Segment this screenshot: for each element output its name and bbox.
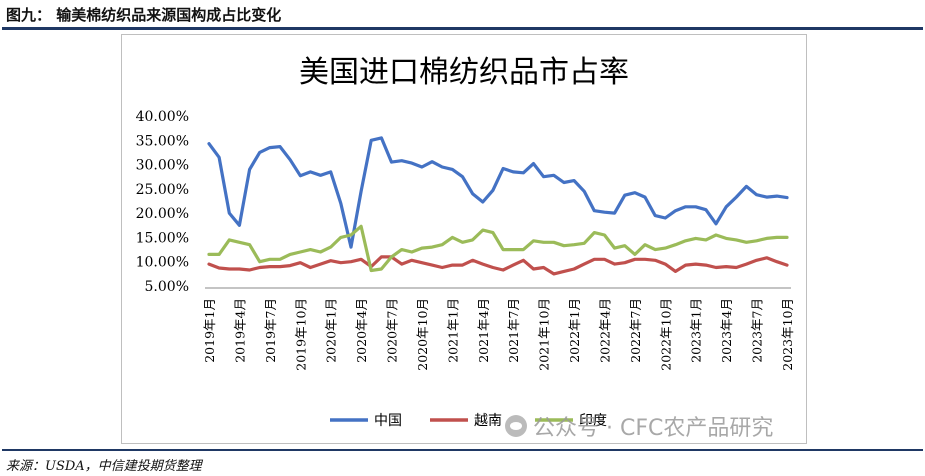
x-tick-label: 2021年4月: [476, 298, 491, 363]
x-tick-label: 2022年4月: [597, 298, 612, 363]
watermark-text: 公众号 · CFC农产品研究: [533, 416, 774, 441]
series-line-china: [207, 136, 789, 249]
x-tick-label: 2022年10月: [658, 298, 673, 371]
series-line-india: [207, 224, 789, 273]
x-tick-label: 2019年1月: [202, 298, 217, 363]
x-tick-label: 2020年4月: [354, 298, 369, 363]
y-tick-label: 35.00%: [136, 133, 189, 149]
y-tick-label: 20.00%: [136, 206, 189, 222]
x-tick-label: 2023年4月: [719, 298, 734, 363]
x-tick-label: 2019年7月: [263, 298, 278, 363]
series-line-vietnam: [207, 255, 789, 276]
wechat-icon: [505, 415, 527, 437]
top-rule: [2, 27, 923, 30]
x-tick-label: 2021年7月: [506, 298, 521, 363]
x-tick-label: 2021年10月: [537, 298, 552, 371]
legend-label: 印度: [579, 413, 607, 429]
x-tick-label: 2020年1月: [324, 298, 339, 363]
legend-label: 越南: [474, 413, 502, 429]
x-tick-label: 2022年1月: [567, 298, 582, 363]
y-tick-label: 10.00%: [136, 255, 189, 271]
x-tick-label: 2023年1月: [689, 298, 704, 363]
figure-label: 图九：: [6, 6, 52, 24]
x-tick-label: 2022年7月: [628, 298, 643, 363]
legend: 中国 越南 印度: [330, 413, 607, 429]
x-tick-label: 2019年4月: [232, 298, 247, 363]
chart-frame: [121, 34, 807, 444]
x-tick-label: 2020年10月: [415, 298, 430, 371]
y-axis-ticks: 5.00% 10.00% 15.00% 20.00% 25.00% 30.00% 35.00…: [136, 109, 189, 295]
figure-title-text: 输美棉纺织品来源国构成占比变化: [56, 6, 282, 24]
y-tick-label: 5.00%: [145, 279, 189, 295]
chart-title: 美国进口棉纺织品市占率: [299, 55, 629, 90]
series-lines: [207, 136, 789, 276]
x-tick-label: 2023年10月: [780, 298, 795, 371]
y-tick-label: 40.00%: [136, 109, 189, 125]
y-tick-label: 25.00%: [136, 182, 189, 198]
legend-item-vietnam: 越南: [430, 413, 502, 429]
source-note: 来源：USDA，中信建投期货整理: [6, 459, 202, 474]
x-tick-label: 2019年10月: [293, 298, 308, 371]
x-tick-label: 2023年7月: [750, 298, 765, 363]
legend-item-china: 中国: [330, 413, 402, 429]
y-tick-label: 30.00%: [136, 158, 189, 174]
x-axis-ticks: 2019年1月 2019年4月 2019年7月 2019年10月 2020年1月 2020…: [202, 298, 795, 371]
watermark: 公众号 · CFC农产品研究: [505, 410, 773, 442]
x-tick-label: 2021年1月: [445, 298, 460, 363]
legend-item-india: 印度: [535, 413, 607, 429]
x-tick-label: 2020年7月: [385, 298, 400, 363]
legend-label: 中国: [374, 413, 402, 429]
bottom-rule: [2, 449, 923, 451]
y-tick-label: 15.00%: [136, 230, 189, 246]
figure-title: 图九： 输美棉纺织品来源国构成占比变化: [6, 4, 281, 25]
